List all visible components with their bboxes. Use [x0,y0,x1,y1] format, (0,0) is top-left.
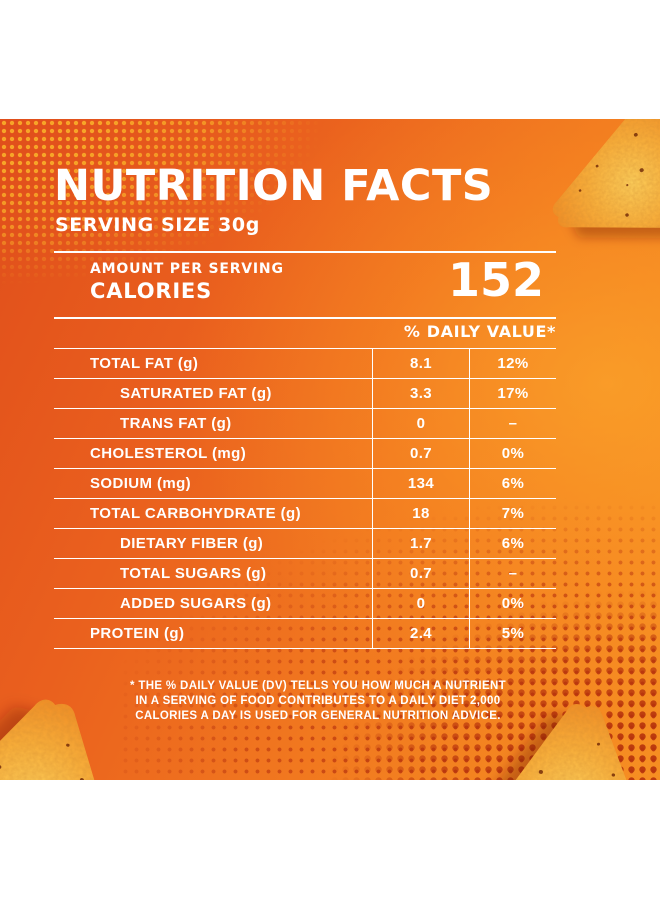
nutrient-value: 1.7 [373,529,470,558]
nutrient-label: ADDED SUGARS (g) [54,589,373,618]
table-row: DIETARY FIBER (g) 1.7 6% [54,529,556,559]
footnote-line: * THE % DAILY VALUE (DV) TELLS YOU HOW M… [129,680,507,692]
table-row: TOTAL FAT (g) 8.1 12% [54,349,556,379]
divider-line [54,251,556,253]
nutrient-label: TOTAL SUGARS (g) [54,559,373,588]
nutrient-value: 0 [373,409,470,438]
nutrient-dv: – [508,415,518,432]
table-row: TOTAL CARBOHYDRATE (g) 18 7% [54,499,556,529]
daily-value-header: % DAILY VALUE* [403,322,556,341]
nutrient-value: 0.7 [373,439,470,468]
nutrient-dv: 7% [501,505,525,522]
nutrient-value: 0.7 [373,559,470,588]
nutrient-dv: 6% [501,535,525,552]
nutrient-dv: – [508,565,518,582]
nutrient-value: 3.3 [373,379,470,408]
nutrient-value: 8.1 [373,349,470,378]
amount-per-serving-label: AMOUNT PER SERVING [90,261,284,277]
nutrient-dv: 17% [497,385,529,402]
table-row: PROTEIN (g) 2.4 5% [54,619,556,649]
nutrition-table: TOTAL FAT (g) 8.1 12% SATURATED FAT (g) … [54,348,556,649]
table-row: TRANS FAT (g) 0 – [54,409,556,439]
table-row: CHOLESTEROL (mg) 0.7 0% [54,439,556,469]
nutrient-label: DIETARY FIBER (g) [54,529,373,558]
nutrient-label: TOTAL FAT (g) [54,349,373,378]
nutrient-label: SATURATED FAT (g) [54,379,373,408]
nutrient-value: 18 [373,499,470,528]
nutrient-value: 0 [373,589,470,618]
nutrient-label: CHOLESTEROL (mg) [54,439,373,468]
nutrient-dv: 0% [501,595,525,612]
divider-line [54,317,556,319]
nutrient-dv: 6% [501,475,525,492]
nutrient-label: TOTAL CARBOHYDRATE (g) [54,499,373,528]
calories-value: 152 [447,253,544,307]
orange-panel: NUTRITION FACTS SERVING SIZE 30g AMOUNT … [0,119,660,780]
table-row: TOTAL SUGARS (g) 0.7 – [54,559,556,589]
table-row: SATURATED FAT (g) 3.3 17% [54,379,556,409]
nutrient-dv: 12% [497,355,529,372]
calories-label: CALORIES [90,279,213,303]
table-row: ADDED SUGARS (g) 0 0% [54,589,556,619]
nutrient-value: 134 [373,469,470,498]
nutrient-label: SODIUM (mg) [54,469,373,498]
nutrient-dv: 0% [501,445,525,462]
tortilla-chip-bottom-right [469,690,660,780]
nutrient-label: PROTEIN (g) [54,619,373,648]
nutrient-value: 2.4 [373,619,470,648]
footnote-line: CALORIES A DAY IS USED FOR GENERAL NUTRI… [135,710,501,723]
table-row: SODIUM (mg) 134 6% [54,469,556,499]
nutrient-dv: 5% [501,625,525,642]
nutrient-label: TRANS FAT (g) [54,409,373,438]
page-title: NUTRITION FACTS [54,161,494,211]
footnote-line: IN A SERVING OF FOOD CONTRIBUTES TO A DA… [135,695,501,708]
daily-value-footnote: * THE % DAILY VALUE (DV) TELLS YOU HOW M… [104,679,532,725]
serving-size-text: SERVING SIZE 30g [55,214,260,236]
